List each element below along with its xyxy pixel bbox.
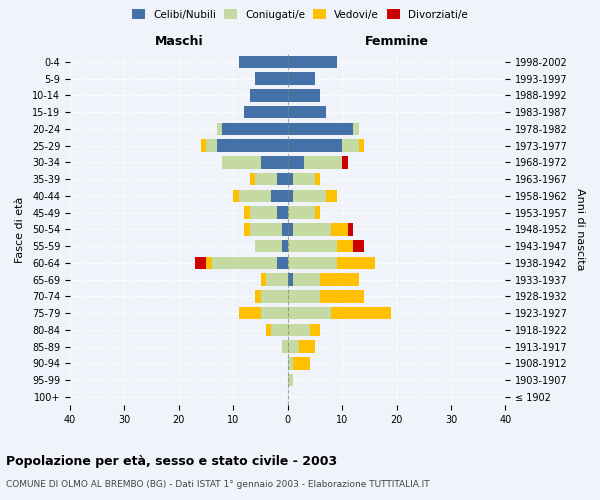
Bar	[244, 106, 288, 118]
Y-axis label: Anni di nascita: Anni di nascita	[575, 188, 585, 270]
Bar	[315, 206, 320, 219]
Text: Femmine: Femmine	[365, 36, 428, 49]
Bar	[250, 223, 283, 235]
Bar	[288, 307, 331, 320]
Text: Popolazione per età, sesso e stato civile - 2003: Popolazione per età, sesso e stato civil…	[6, 455, 337, 468]
Bar	[239, 56, 288, 68]
Bar	[200, 140, 206, 152]
Bar	[342, 156, 347, 168]
Bar	[266, 274, 288, 286]
Bar	[217, 122, 223, 135]
Bar	[293, 357, 310, 370]
Bar	[244, 223, 250, 235]
Bar	[288, 173, 293, 186]
Bar	[206, 140, 217, 152]
Bar	[277, 206, 288, 219]
Bar	[304, 156, 342, 168]
Bar	[223, 122, 288, 135]
Bar	[342, 140, 359, 152]
Bar	[250, 173, 255, 186]
Bar	[288, 274, 293, 286]
Bar	[293, 274, 320, 286]
Bar	[288, 89, 320, 102]
Bar	[195, 256, 206, 269]
Bar	[331, 307, 391, 320]
Bar	[288, 206, 315, 219]
Bar	[288, 156, 304, 168]
Bar	[217, 140, 288, 152]
Text: COMUNE DI OLMO AL BREMBO (BG) - Dati ISTAT 1° gennaio 2003 - Elaborazione TUTTIT: COMUNE DI OLMO AL BREMBO (BG) - Dati IST…	[6, 480, 430, 489]
Bar	[283, 340, 288, 353]
Bar	[293, 173, 315, 186]
Bar	[255, 173, 277, 186]
Bar	[283, 223, 288, 235]
Bar	[288, 256, 337, 269]
Bar	[250, 89, 288, 102]
Legend: Celibi/Nubili, Coniugati/e, Vedovi/e, Divorziati/e: Celibi/Nubili, Coniugati/e, Vedovi/e, Di…	[128, 5, 472, 24]
Bar	[315, 173, 320, 186]
Y-axis label: Fasce di età: Fasce di età	[15, 196, 25, 262]
Bar	[310, 324, 320, 336]
Bar	[255, 240, 283, 252]
Bar	[288, 72, 315, 85]
Bar	[288, 223, 293, 235]
Bar	[337, 256, 375, 269]
Bar	[260, 290, 288, 302]
Bar	[347, 223, 353, 235]
Bar	[271, 324, 288, 336]
Bar	[288, 190, 293, 202]
Bar	[288, 106, 326, 118]
Bar	[266, 324, 271, 336]
Bar	[223, 156, 260, 168]
Bar	[288, 140, 342, 152]
Bar	[326, 190, 337, 202]
Bar	[293, 190, 326, 202]
Bar	[288, 340, 299, 353]
Bar	[255, 290, 260, 302]
Bar	[271, 190, 288, 202]
Bar	[260, 274, 266, 286]
Bar	[277, 256, 288, 269]
Bar	[320, 290, 364, 302]
Bar	[255, 72, 288, 85]
Bar	[288, 56, 337, 68]
Bar	[260, 156, 288, 168]
Bar	[288, 324, 310, 336]
Bar	[206, 256, 212, 269]
Bar	[299, 340, 315, 353]
Bar	[331, 223, 347, 235]
Bar	[283, 240, 288, 252]
Bar	[233, 190, 239, 202]
Bar	[244, 206, 250, 219]
Bar	[359, 140, 364, 152]
Bar	[250, 206, 277, 219]
Bar	[288, 374, 293, 386]
Bar	[337, 240, 353, 252]
Bar	[288, 240, 337, 252]
Bar	[288, 122, 353, 135]
Bar	[277, 173, 288, 186]
Bar	[239, 190, 271, 202]
Bar	[212, 256, 277, 269]
Bar	[288, 290, 320, 302]
Bar	[353, 122, 359, 135]
Bar	[293, 223, 331, 235]
Bar	[353, 240, 364, 252]
Bar	[260, 307, 288, 320]
Text: Maschi: Maschi	[155, 36, 203, 49]
Bar	[288, 357, 293, 370]
Bar	[320, 274, 359, 286]
Bar	[239, 307, 260, 320]
